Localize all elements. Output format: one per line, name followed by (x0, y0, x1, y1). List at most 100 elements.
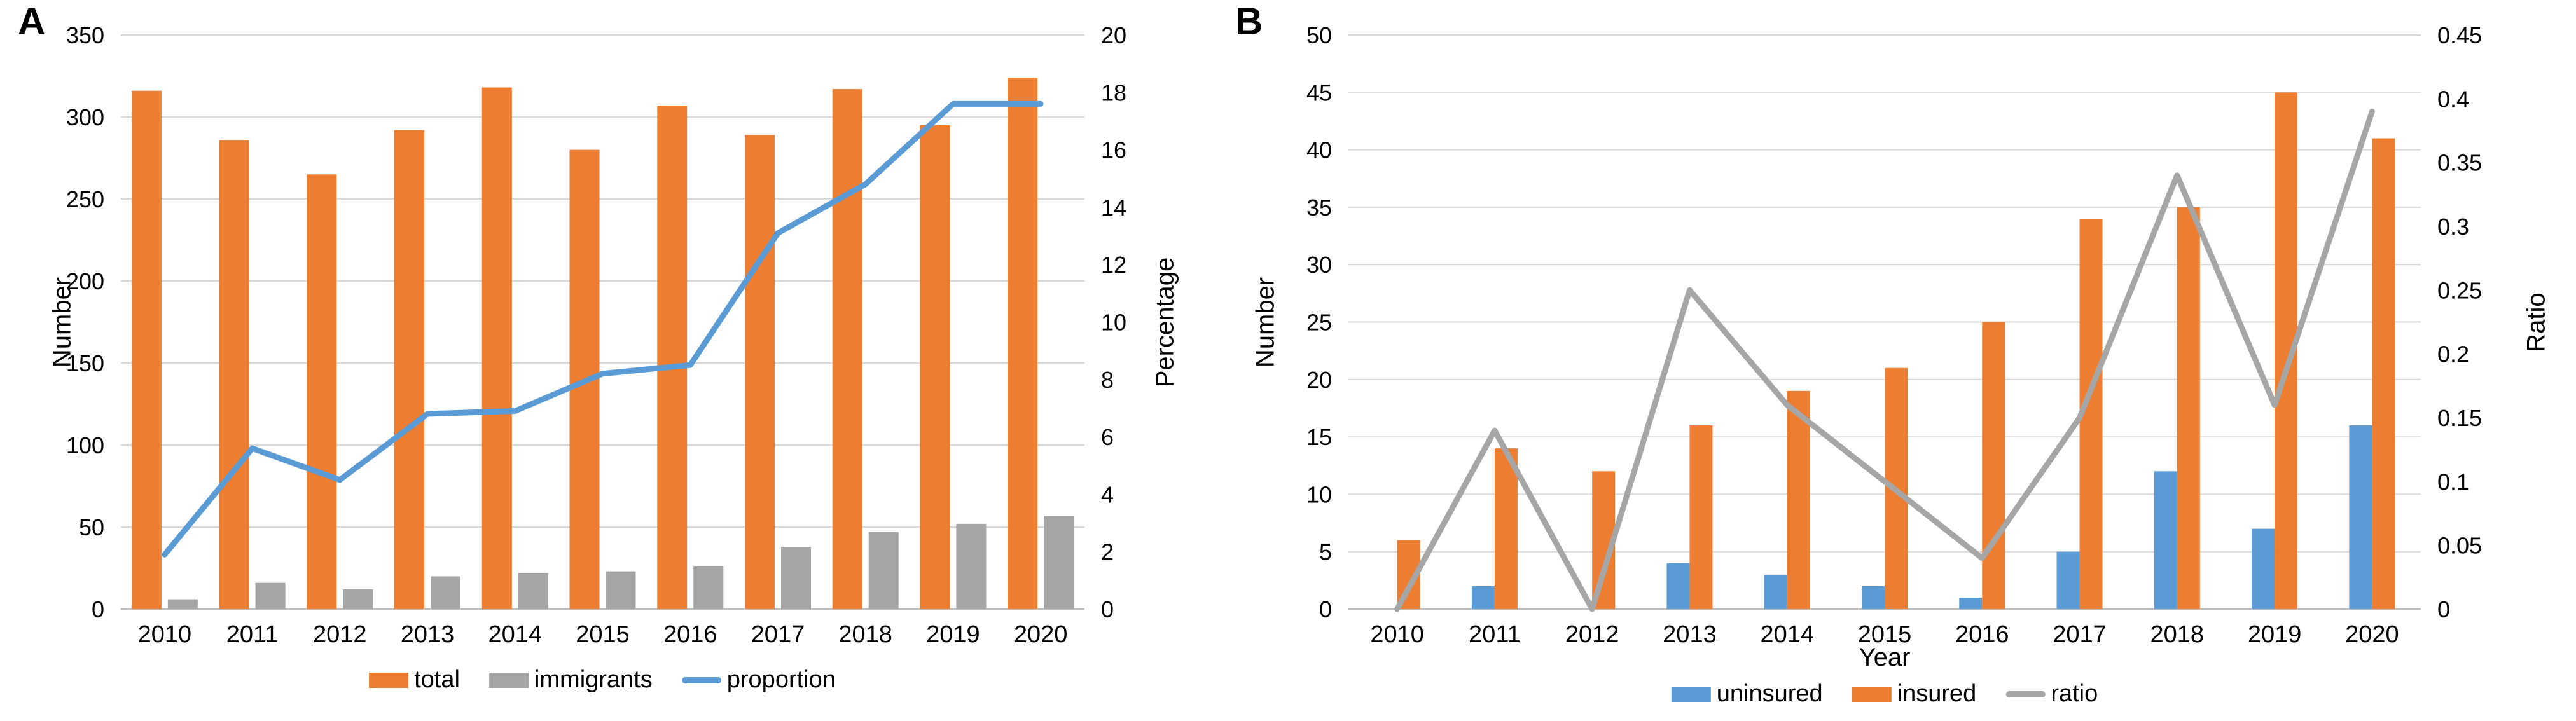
total-bar-2011 (219, 140, 249, 609)
svg-text:30: 30 (1306, 252, 1332, 278)
immigrants-bar-2019 (956, 523, 987, 609)
uninsured-bar-2013 (1666, 563, 1690, 609)
immigrants-bar-2012 (343, 589, 373, 609)
right-axis-ticks: 0 2 4 6 8 10 12 14 16 18 20 (1101, 22, 1126, 622)
panel-B-label: B (1235, 0, 1263, 43)
immigrants-bar-2020 (1044, 515, 1074, 609)
legend-label-ratio: ratio (2051, 680, 2098, 707)
svg-text:2020: 2020 (2345, 621, 2399, 648)
total-bar-2017 (744, 135, 775, 609)
svg-text:2011: 2011 (226, 621, 279, 648)
legend-label-uninsured: uninsured (1716, 680, 1823, 707)
total-bar-2013 (394, 130, 425, 609)
svg-text:0.25: 0.25 (2437, 277, 2482, 303)
uninsured-bar-2018 (2154, 471, 2177, 609)
proportion-line (162, 100, 1044, 558)
svg-text:2016: 2016 (663, 621, 717, 648)
svg-text:0: 0 (92, 596, 104, 622)
left-axis-ticks: 0 5 10 15 20 25 30 35 40 45 50 (1306, 22, 1332, 622)
legend-item-insured: insured (1852, 680, 1977, 708)
uninsured-bar-2017 (2056, 551, 2080, 609)
svg-text:2013: 2013 (401, 621, 455, 648)
immigrants-bar-2016 (693, 566, 724, 609)
panel-A-right-axis-title: Percentage (1151, 257, 1179, 388)
svg-text:2: 2 (1101, 539, 1114, 565)
svg-text:0.15: 0.15 (2437, 405, 2482, 431)
insured-swatch-icon (1852, 686, 1892, 702)
insured-bars (1397, 92, 2395, 610)
svg-text:4: 4 (1101, 481, 1114, 507)
left-axis-ticks: 0 50 100 150 200 250 300 350 (66, 22, 104, 622)
total-bars (131, 78, 1038, 610)
ratio-line-swatch-icon (2005, 690, 2046, 697)
total-bar-2010 (131, 90, 162, 610)
x-axis-ticks: 2010 2011 2012 2013 2014 2015 2016 2017 2018 2019… (138, 621, 1068, 648)
svg-text:0.45: 0.45 (2437, 22, 2482, 48)
svg-text:2017: 2017 (751, 621, 805, 648)
legend-label-total: total (414, 666, 460, 693)
uninsured-bar-2019 (2252, 528, 2275, 609)
svg-text:50: 50 (79, 514, 104, 540)
total-bar-2016 (657, 105, 688, 609)
svg-text:5: 5 (1319, 539, 1332, 565)
svg-text:2011: 2011 (1469, 621, 1521, 648)
x-axis-ticks: 2010 2011 2012 2013 2014 2015 2016 2017 2018 2019… (1370, 621, 2399, 648)
uninsured-bar-2020 (2349, 425, 2372, 609)
svg-text:15: 15 (1306, 424, 1332, 450)
insured-bar-2016 (1982, 322, 2005, 609)
svg-text:2019: 2019 (2248, 621, 2302, 648)
uninsured-bar-2015 (1862, 586, 1885, 609)
legend-label-insured: insured (1897, 680, 1977, 707)
panel-A-left-axis-title: Number (48, 277, 76, 368)
svg-text:40: 40 (1306, 137, 1332, 163)
svg-text:20: 20 (1306, 367, 1332, 393)
svg-text:0.3: 0.3 (2437, 214, 2469, 240)
svg-text:0.05: 0.05 (2437, 533, 2482, 559)
svg-text:2015: 2015 (576, 621, 630, 648)
svg-text:100: 100 (66, 432, 104, 458)
svg-text:2019: 2019 (926, 621, 980, 648)
panel-A-label: A (18, 0, 46, 43)
insured-bar-2018 (2177, 207, 2200, 609)
legend-label-immigrants: immigrants (534, 666, 653, 693)
svg-text:2018: 2018 (2150, 621, 2205, 648)
svg-text:25: 25 (1306, 310, 1332, 336)
uninsured-bars (1471, 425, 2372, 609)
svg-text:0.1: 0.1 (2437, 469, 2469, 495)
svg-text:2010: 2010 (138, 621, 192, 648)
legend-item-ratio: ratio (2005, 680, 2098, 708)
immigrants-bar-2017 (780, 546, 811, 609)
svg-text:12: 12 (1101, 252, 1126, 278)
svg-text:18: 18 (1101, 79, 1126, 106)
svg-text:20: 20 (1101, 22, 1126, 48)
legend-item-proportion: proportion (681, 666, 836, 694)
svg-text:2018: 2018 (838, 621, 892, 648)
total-swatch-icon (369, 672, 409, 688)
proportion-line-swatch-icon (681, 676, 721, 683)
total-bar-2019 (920, 125, 950, 609)
svg-text:0: 0 (1319, 596, 1332, 622)
svg-text:45: 45 (1306, 79, 1332, 106)
insured-bar-2013 (1689, 425, 1713, 609)
svg-text:300: 300 (66, 104, 104, 130)
panel-B-right-axis-title: Ratio (2522, 292, 2551, 352)
uninsured-swatch-icon (1671, 686, 1711, 702)
svg-text:200: 200 (66, 268, 104, 294)
svg-text:0.2: 0.2 (2437, 341, 2469, 367)
immigrants-swatch-icon (488, 672, 529, 688)
svg-text:250: 250 (66, 186, 104, 212)
immigrants-bars (167, 515, 1074, 609)
panel-B-x-axis-title: Year (1859, 643, 1911, 671)
svg-text:8: 8 (1101, 367, 1114, 393)
legend-item-uninsured: uninsured (1671, 680, 1823, 708)
svg-text:2020: 2020 (1014, 621, 1068, 648)
insured-bar-2020 (2372, 138, 2395, 610)
svg-text:50: 50 (1306, 22, 1332, 48)
panel-A: A 0 50 100 150 200 250 300 350 0 2 4 6 8 10 12 14 16 18 20… (0, 0, 1240, 721)
svg-text:2016: 2016 (1955, 621, 2009, 648)
insured-bar-2014 (1787, 390, 1810, 609)
panel-B-left-axis-title: Number (1251, 277, 1280, 368)
uninsured-bar-2016 (1959, 597, 1983, 609)
svg-text:2010: 2010 (1370, 621, 1424, 648)
svg-text:16: 16 (1101, 137, 1126, 163)
